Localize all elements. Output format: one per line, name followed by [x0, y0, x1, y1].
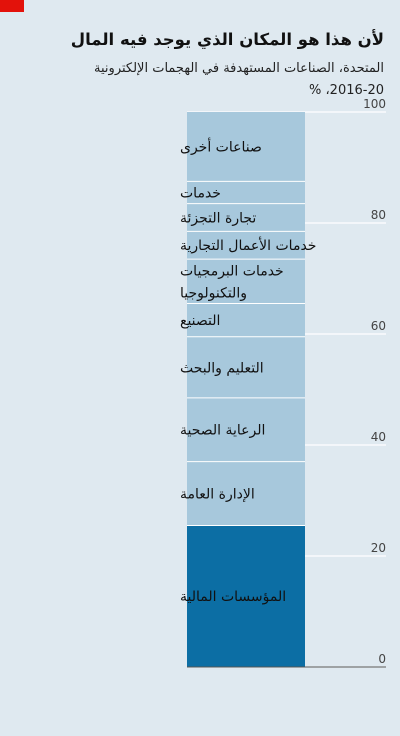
bar-segment-4: [187, 303, 305, 337]
segment-label-8: خدمات: [180, 185, 221, 201]
segment-label-7: تجارة التجزئة: [180, 210, 256, 226]
subtitle-line-1: المتحدة، الصناعات المستهدفة في الهجمات ا…: [94, 61, 384, 76]
y-tick-80: 80: [371, 208, 386, 222]
y-tick-100: 100: [363, 97, 386, 111]
bar-segment-3: [187, 336, 305, 398]
y-tick-40: 40: [371, 430, 386, 444]
segment-label-2: الرعاية الصحية: [180, 423, 265, 439]
bar-segment-1: [187, 461, 305, 526]
segment-label-5-1: والتكنولوجيا: [180, 285, 247, 301]
segment-label-4: التصنيع: [180, 313, 220, 329]
bar-segment-0: [187, 525, 305, 667]
chart-title: لأن هذا هو المكان الذي يوجد فيه المال: [70, 30, 384, 49]
segment-label-6: خدمات الأعمال التجارية: [180, 236, 316, 254]
bar-segment-8: [187, 181, 305, 204]
brand-tag: [0, 0, 24, 12]
subtitle-line-2: 2016-20، %: [308, 83, 384, 98]
segment-label-1: الإدارة العامة: [180, 487, 255, 503]
segment-label-5-0: خدمات البرمجيات: [180, 263, 284, 279]
chart-subtitle: المتحدة، الصناعات المستهدفة في الهجمات ا…: [10, 58, 384, 102]
bar-segment-5: [187, 259, 305, 304]
y-tick-60: 60: [371, 319, 386, 333]
segment-label-3: التعليم والبحث: [180, 360, 264, 376]
y-tick-20: 20: [371, 541, 386, 555]
bar-segment-6: [187, 231, 305, 260]
segment-label-9: صناعات أخرى: [180, 138, 262, 156]
bar-segment-9: [187, 112, 305, 182]
y-tick-0: 0: [378, 652, 386, 666]
bar-segment-2: [187, 397, 305, 462]
bar-segment-7: [187, 203, 305, 232]
segment-label-0: المؤسسات المالية: [180, 589, 286, 605]
